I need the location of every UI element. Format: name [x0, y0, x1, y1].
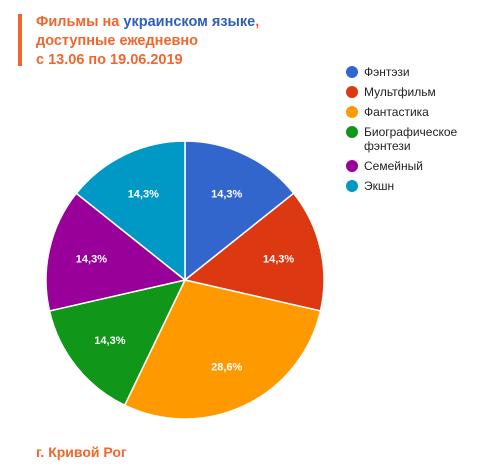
legend-label: Фэнтэзи	[364, 65, 410, 79]
city-caption: г. Кривой Рог	[36, 444, 127, 460]
title-line3: с 13.06 по 19.06.2019	[36, 52, 183, 68]
title-line2: доступные ежедневно	[36, 33, 199, 49]
legend-marker	[346, 180, 358, 192]
legend-item: Фэнтэзи	[346, 65, 410, 79]
pie-slice	[45, 192, 187, 312]
chart-title: Фильмы на украинском языке, доступные еж…	[36, 13, 336, 70]
legend-item: Мультфильм	[346, 85, 436, 99]
pie-slice-labels: 14,3% 14,3% 28,6% 14,3% 14,3% 14,3%	[76, 189, 295, 374]
legend-label: Биографическое	[364, 125, 458, 139]
legend-item: Семейный	[346, 159, 423, 173]
slice-value-label: 14,3%	[263, 254, 294, 266]
slice-value-label: 14,3%	[128, 189, 159, 201]
legend-label: Мультфильм	[364, 85, 436, 99]
chart-legend: Фэнтэзи Мультфильм Фантастика Биографическо…	[346, 65, 458, 193]
pie-slice	[183, 192, 325, 312]
title-accent-bar	[18, 14, 22, 66]
slice-value-label: 14,3%	[76, 254, 107, 266]
legend-label: фэнтези	[364, 139, 411, 153]
pie-slice	[184, 140, 295, 282]
title-part2: ,	[255, 14, 260, 30]
legend-marker	[346, 106, 358, 118]
legend-marker	[346, 86, 358, 98]
legend-item: Фантастика	[346, 105, 429, 119]
title-highlight: украинском языке	[123, 14, 256, 30]
legend-marker	[346, 66, 358, 78]
pie-slice	[48, 278, 187, 407]
legend-label: Фантастика	[364, 105, 429, 119]
slice-value-label: 14,3%	[211, 189, 242, 201]
title-part1: Фильмы на	[36, 14, 124, 30]
pie-slice	[75, 140, 186, 282]
pie-slices	[45, 140, 325, 420]
slice-value-label: 14,3%	[94, 335, 125, 347]
pie-slice	[123, 279, 322, 420]
legend-marker	[346, 160, 358, 172]
legend-label: Семейный	[364, 159, 423, 173]
legend-item: Экшн	[346, 179, 394, 193]
legend-marker	[346, 126, 358, 138]
slice-value-label: 28,6%	[211, 362, 242, 374]
legend-label: Экшн	[364, 179, 394, 193]
